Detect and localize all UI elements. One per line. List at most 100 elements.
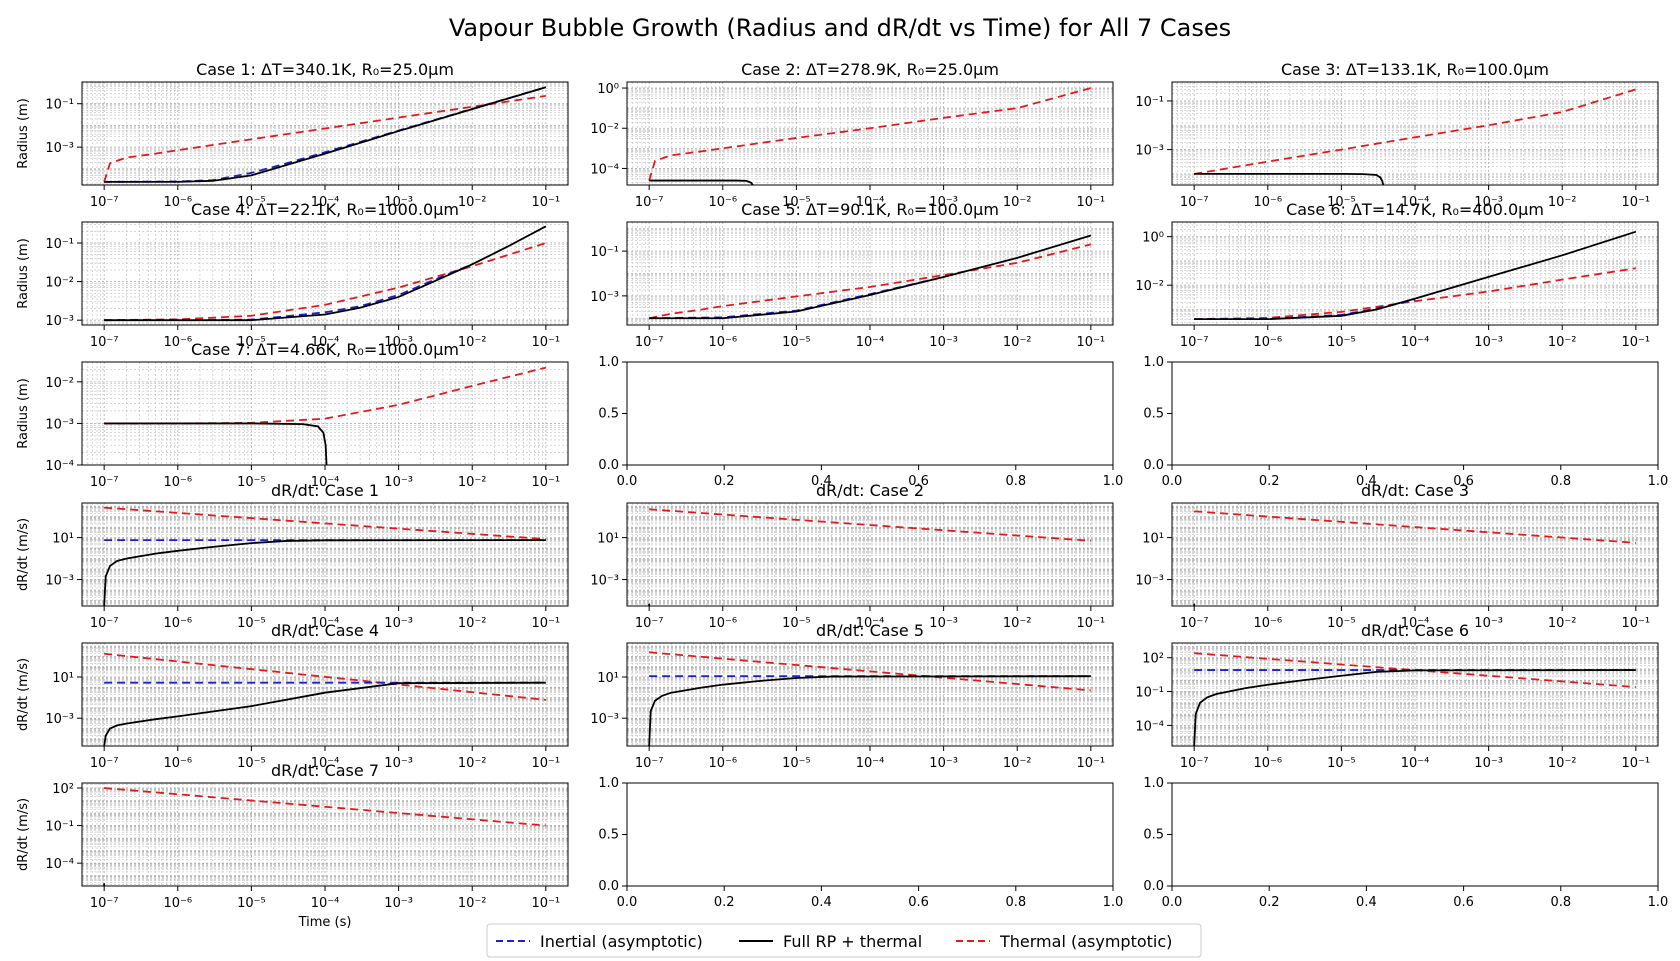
x-tick-label: 1.0 bbox=[1103, 895, 1124, 910]
panel-title: dR/dt: Case 6 bbox=[1361, 621, 1469, 640]
x-tick-label: 10⁻¹ bbox=[1077, 335, 1106, 350]
y-tick-label: 10⁻³ bbox=[45, 574, 74, 589]
x-tick-label: 10⁻³ bbox=[384, 475, 413, 490]
grid bbox=[1172, 503, 1658, 606]
y-tick-label: 0.5 bbox=[598, 828, 619, 843]
y-tick-label: 10⁻¹ bbox=[590, 245, 619, 260]
x-tick-label: 10⁻⁴ bbox=[311, 335, 340, 350]
series-line-full bbox=[104, 422, 328, 465]
x-tick-label: 10⁻² bbox=[458, 616, 487, 631]
x-tick-label: 10⁻⁶ bbox=[1253, 616, 1282, 631]
panel-title: dR/dt: Case 4 bbox=[271, 621, 379, 640]
grid bbox=[82, 362, 568, 465]
grid bbox=[1172, 82, 1658, 185]
x-tick-label: 10⁻⁷ bbox=[635, 195, 664, 210]
x-tick-label: 10⁻⁶ bbox=[163, 475, 192, 490]
legend-label: Thermal (asymptotic) bbox=[999, 932, 1172, 951]
x-axis-label: Time (s) bbox=[298, 915, 352, 930]
panel-title: Case 3: ΔT=133.1K, R₀=100.0μm bbox=[1281, 60, 1549, 79]
x-tick-label: 0.6 bbox=[1453, 474, 1474, 489]
x-tick-label: 10⁻⁶ bbox=[163, 335, 192, 350]
x-tick-label: 0.8 bbox=[1550, 474, 1571, 489]
x-tick-label: 0.4 bbox=[811, 895, 832, 910]
y-tick-label: 10⁻¹ bbox=[45, 820, 74, 835]
axes-frame bbox=[626, 642, 1114, 747]
x-tick-label: 10⁻³ bbox=[384, 896, 413, 911]
x-tick-label: 10⁻² bbox=[458, 335, 487, 350]
x-tick-label: 0.8 bbox=[1550, 895, 1571, 910]
x-tick-label: 10⁻⁶ bbox=[708, 616, 737, 631]
y-tick-label: 10⁻⁴ bbox=[45, 857, 74, 872]
y-tick-label: 10⁻¹ bbox=[1135, 95, 1164, 110]
x-tick-label: 10⁻³ bbox=[929, 756, 958, 771]
grid bbox=[1172, 222, 1658, 325]
y-tick-label: 1.0 bbox=[598, 776, 619, 791]
x-tick-label: 10⁻¹ bbox=[1077, 195, 1106, 210]
x-tick-label: 10⁻⁵ bbox=[237, 756, 266, 771]
series-line-thermal bbox=[104, 366, 547, 425]
x-tick-label: 10⁻⁷ bbox=[90, 195, 119, 210]
x-tick-label: 10⁻³ bbox=[384, 756, 413, 771]
x-tick-label: 0.4 bbox=[1356, 474, 1377, 489]
x-tick-label: 10⁻⁵ bbox=[1327, 756, 1356, 771]
grid bbox=[627, 82, 1113, 185]
legend-label: Full RP + thermal bbox=[783, 932, 922, 951]
x-tick-label: 10⁻⁴ bbox=[1401, 756, 1430, 771]
x-tick-label: 10⁻⁷ bbox=[90, 756, 119, 771]
panels: 10⁻⁷ 10⁻⁶ 10⁻⁵ 10⁻⁴ 10⁻³ 10⁻² 10⁻¹ 10⁻³ 10⁻¹ Case… bbox=[16, 60, 1668, 930]
panel-e3: 0.0 0.2 0.4 0.6 0.8 1.0 0.0 0.5 1.0 bbox=[598, 776, 1123, 910]
x-tick-label: 10⁻⁵ bbox=[237, 335, 266, 350]
y-tick-label: 10⁻³ bbox=[45, 314, 74, 329]
panel-title: Case 7: ΔT=4.66K, R₀=1000.0μm bbox=[191, 340, 459, 359]
y-tick-label: 1.0 bbox=[1143, 776, 1164, 791]
y-tick-label: 10⁻³ bbox=[590, 574, 619, 589]
x-tick-label: 10⁻⁶ bbox=[163, 616, 192, 631]
x-tick-label: 10⁻⁷ bbox=[90, 896, 119, 911]
x-tick-label: 0.2 bbox=[714, 895, 735, 910]
series-group bbox=[648, 234, 1092, 320]
y-axis-label: dR/dt (m/s) bbox=[16, 798, 31, 871]
y-tick-label: 10⁻² bbox=[45, 276, 74, 291]
panel-r1: 10⁻⁷ 10⁻⁶ 10⁻⁵ 10⁻⁴ 10⁻³ 10⁻² 10⁻¹ 10⁻³ 10⁻¹ Case… bbox=[16, 60, 569, 210]
x-tick-label: 10⁻⁶ bbox=[163, 195, 192, 210]
x-tick-label: 10⁻¹ bbox=[532, 475, 561, 490]
series-line-thermal bbox=[649, 508, 1091, 542]
x-tick-label: 10⁻² bbox=[1548, 335, 1577, 350]
x-tick-label: 10⁻³ bbox=[1474, 616, 1503, 631]
x-tick-label: 10⁻³ bbox=[1474, 756, 1503, 771]
series-group bbox=[103, 506, 546, 606]
x-tick-label: 0.0 bbox=[1162, 895, 1183, 910]
y-tick-label: 0.0 bbox=[1143, 879, 1164, 894]
x-tick-label: 10⁻⁷ bbox=[90, 475, 119, 490]
series-line-thermal bbox=[104, 506, 546, 541]
y-tick-label: 0.5 bbox=[598, 407, 619, 422]
x-tick-label: 10⁻² bbox=[1548, 756, 1577, 771]
x-tick-label: 10⁻¹ bbox=[1622, 195, 1651, 210]
series-group bbox=[103, 86, 547, 183]
y-tick-label: 10⁰ bbox=[597, 82, 619, 97]
y-tick-label: 0.0 bbox=[598, 879, 619, 894]
x-tick-label: 0.0 bbox=[617, 895, 638, 910]
x-tick-label: 10⁻² bbox=[1003, 616, 1032, 631]
grid bbox=[1172, 643, 1658, 746]
x-tick-label: 10⁻² bbox=[1003, 195, 1032, 210]
panel-r3: 10⁻⁷ 10⁻⁶ 10⁻⁵ 10⁻⁴ 10⁻³ 10⁻² 10⁻¹ 10⁻³ 10⁻¹ Case… bbox=[1135, 60, 1659, 210]
x-tick-label: 1.0 bbox=[1648, 474, 1669, 489]
x-tick-label: 10⁻² bbox=[1548, 195, 1577, 210]
y-tick-label: 10⁻⁴ bbox=[45, 459, 74, 474]
x-tick-label: 10⁻¹ bbox=[532, 335, 561, 350]
series-group bbox=[1194, 230, 1637, 321]
x-tick-label: 0.4 bbox=[811, 474, 832, 489]
panel-title: Case 1: ΔT=340.1K, R₀=25.0μm bbox=[196, 60, 454, 79]
x-tick-label: 10⁻⁴ bbox=[311, 616, 340, 631]
x-tick-label: 0.2 bbox=[1259, 895, 1280, 910]
x-tick-label: 10⁻⁷ bbox=[1180, 335, 1209, 350]
y-tick-label: 0.5 bbox=[1143, 407, 1164, 422]
panel-d2: 10⁻⁷ 10⁻⁶ 10⁻⁵ 10⁻⁴ 10⁻³ 10⁻² 10⁻¹ 10⁻³ 10¹ dR/dt… bbox=[590, 481, 1114, 631]
grid bbox=[627, 222, 1113, 325]
x-tick-label: 10⁻⁵ bbox=[237, 896, 266, 911]
x-tick-label: 10⁻⁵ bbox=[237, 195, 266, 210]
x-tick-label: 10⁻³ bbox=[384, 335, 413, 350]
x-tick-label: 10⁻⁶ bbox=[1253, 756, 1282, 771]
y-tick-label: 10⁻³ bbox=[590, 712, 619, 727]
